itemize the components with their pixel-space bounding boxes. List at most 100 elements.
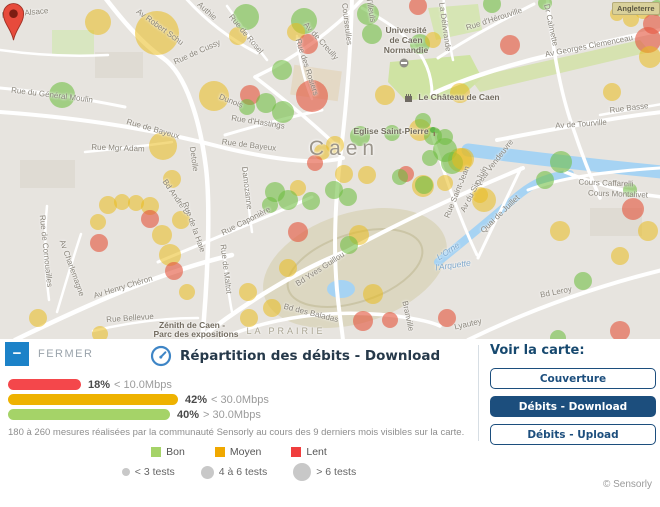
measurement-dot — [610, 321, 630, 340]
measurement-dots-layer — [29, 0, 660, 340]
map-pin-icon[interactable] — [0, 0, 27, 42]
measurement-dot — [159, 244, 181, 266]
measurement-dot — [635, 27, 660, 53]
collapse-panel-button[interactable]: − — [5, 342, 29, 366]
measurement-dot — [362, 24, 382, 44]
map-type-selector: Voir la carte: Couverture Débits - Downl… — [490, 343, 656, 452]
bar-percent: 42% — [185, 393, 208, 406]
measurement-dot — [639, 46, 660, 68]
measurement-dot — [141, 210, 159, 228]
bar-pill-good — [8, 409, 170, 420]
measurement-dot — [536, 171, 554, 189]
panel-title: Répartition des débits - Download — [180, 348, 441, 364]
measurement-dot — [179, 284, 195, 300]
legend-item-gt6: > 6 tests — [293, 463, 356, 481]
results-panel: − FERMER Répartition des débits - Downlo… — [0, 339, 660, 507]
measurement-dot — [500, 35, 520, 55]
map-selector-heading: Voir la carte: — [490, 343, 585, 358]
collapse-panel-label[interactable]: FERMER — [38, 348, 94, 360]
measurement-dot — [165, 262, 183, 280]
panel-divider — [478, 345, 479, 441]
measurement-dot — [149, 132, 177, 160]
measurement-dot — [550, 151, 572, 173]
measurement-dot — [141, 197, 159, 215]
measurement-dot — [278, 190, 298, 210]
measurement-dot — [415, 176, 433, 194]
measurement-dot — [239, 283, 257, 301]
tests-count-legend: < 3 tests 4 à 6 tests > 6 tests — [0, 463, 478, 481]
legend-label: < 3 tests — [134, 466, 175, 478]
measurement-dot — [296, 80, 328, 112]
legend-item-4to6: 4 à 6 tests — [200, 465, 267, 479]
measurement-dot — [256, 93, 276, 113]
copyright-notice: © Sensorly — [602, 479, 652, 490]
measurement-dot — [483, 0, 501, 13]
measurement-dot — [135, 11, 179, 55]
measurement-dot — [384, 125, 400, 141]
download-speeds-map-button[interactable]: Débits - Download — [490, 396, 656, 417]
quality-legend: Bon Moyen Lent — [0, 446, 478, 458]
measurement-dot — [375, 85, 395, 105]
measurement-dot — [114, 194, 130, 210]
measurement-dot — [326, 136, 344, 154]
bar-row-good: 40% > 30.0Mbps — [8, 409, 269, 421]
measurement-dot — [49, 82, 75, 108]
measurement-dot — [550, 221, 570, 241]
measurement-dot — [307, 155, 323, 171]
measurement-dot — [199, 81, 229, 111]
legend-label: Lent — [306, 446, 327, 458]
speed-distribution-bars: 18% < 10.0Mbps 42% < 30.0Mbps 40% > 30.0… — [8, 379, 269, 424]
measurement-dot — [450, 83, 470, 103]
measurement-dot — [363, 284, 383, 304]
measurement-dot — [288, 222, 308, 242]
small-circle-icon — [121, 468, 130, 476]
measurement-dot — [452, 148, 474, 170]
measurement-dot — [298, 34, 318, 54]
measurement-dot — [425, 32, 441, 48]
measurement-dot — [623, 11, 639, 27]
bar-pill-slow — [8, 379, 81, 390]
measurement-dot — [339, 188, 357, 206]
green-square-icon — [151, 447, 162, 457]
measurement-dot — [382, 312, 398, 328]
measurement-dot — [472, 187, 488, 203]
measurement-dot — [239, 99, 255, 115]
orange-square-icon — [214, 447, 225, 457]
measurement-dot — [409, 0, 427, 15]
measurement-dot — [128, 195, 144, 211]
bar-pill-medium — [8, 394, 178, 405]
measurement-dot — [229, 27, 247, 45]
bar-row-medium: 42% < 30.0Mbps — [8, 393, 269, 406]
measurement-dot — [611, 247, 629, 265]
map-canvas[interactable]: Rue d'Alsace Authie Av Robert Schu Rue de C… — [0, 0, 660, 340]
measurement-dot — [163, 170, 181, 188]
measurement-dot — [353, 311, 373, 331]
measurement-dot — [437, 175, 453, 191]
measurement-dot — [340, 236, 358, 254]
park-areas — [52, 4, 650, 328]
measurement-dot — [335, 165, 353, 183]
coverage-map-button[interactable]: Couverture — [490, 368, 656, 389]
measurement-dot — [272, 101, 294, 123]
measurement-dot — [90, 214, 106, 230]
panel-title-row: Répartition des débits - Download — [150, 345, 440, 367]
measurement-dot — [302, 192, 320, 210]
measurement-dot — [262, 197, 278, 213]
measurement-dot — [287, 23, 305, 41]
measurement-dot — [272, 60, 292, 80]
bar-range: < 10.0Mbps — [114, 378, 172, 391]
legend-item-lent: Lent — [291, 446, 327, 458]
bar-range: < 30.0Mbps — [211, 393, 269, 406]
measurement-dot — [638, 221, 658, 241]
measurement-dot — [603, 83, 621, 101]
measurement-dot — [325, 181, 343, 199]
measurement-dot — [99, 196, 117, 214]
measurement-dot — [550, 330, 566, 340]
measurement-dot — [240, 309, 258, 327]
measurement-dot — [623, 183, 637, 197]
upload-speeds-map-button[interactable]: Débits - Upload — [490, 424, 656, 445]
measurement-dot — [358, 166, 376, 184]
measurement-dot — [350, 126, 370, 146]
speed-gauge-icon — [150, 345, 172, 367]
measurement-dot — [438, 309, 456, 327]
